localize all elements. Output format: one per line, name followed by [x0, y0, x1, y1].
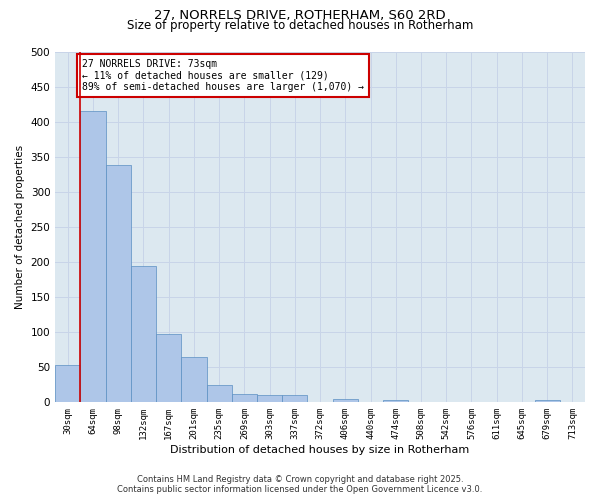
- Bar: [232, 394, 257, 402]
- Text: Contains HM Land Registry data © Crown copyright and database right 2025.
Contai: Contains HM Land Registry data © Crown c…: [118, 474, 482, 494]
- Bar: [206, 385, 232, 402]
- Bar: [383, 400, 409, 402]
- Bar: [156, 334, 181, 402]
- Bar: [332, 399, 358, 402]
- Bar: [257, 396, 282, 402]
- Bar: [80, 111, 106, 403]
- Bar: [535, 400, 560, 402]
- Bar: [131, 266, 156, 402]
- Bar: [106, 165, 131, 402]
- Text: 27, NORRELS DRIVE, ROTHERHAM, S60 2RD: 27, NORRELS DRIVE, ROTHERHAM, S60 2RD: [154, 9, 446, 22]
- Bar: [181, 356, 206, 403]
- Text: Size of property relative to detached houses in Rotherham: Size of property relative to detached ho…: [127, 19, 473, 32]
- Bar: [55, 365, 80, 403]
- Text: 27 NORRELS DRIVE: 73sqm
← 11% of detached houses are smaller (129)
89% of semi-d: 27 NORRELS DRIVE: 73sqm ← 11% of detache…: [82, 58, 364, 92]
- Y-axis label: Number of detached properties: Number of detached properties: [15, 145, 25, 309]
- X-axis label: Distribution of detached houses by size in Rotherham: Distribution of detached houses by size …: [170, 445, 470, 455]
- Bar: [282, 396, 307, 402]
